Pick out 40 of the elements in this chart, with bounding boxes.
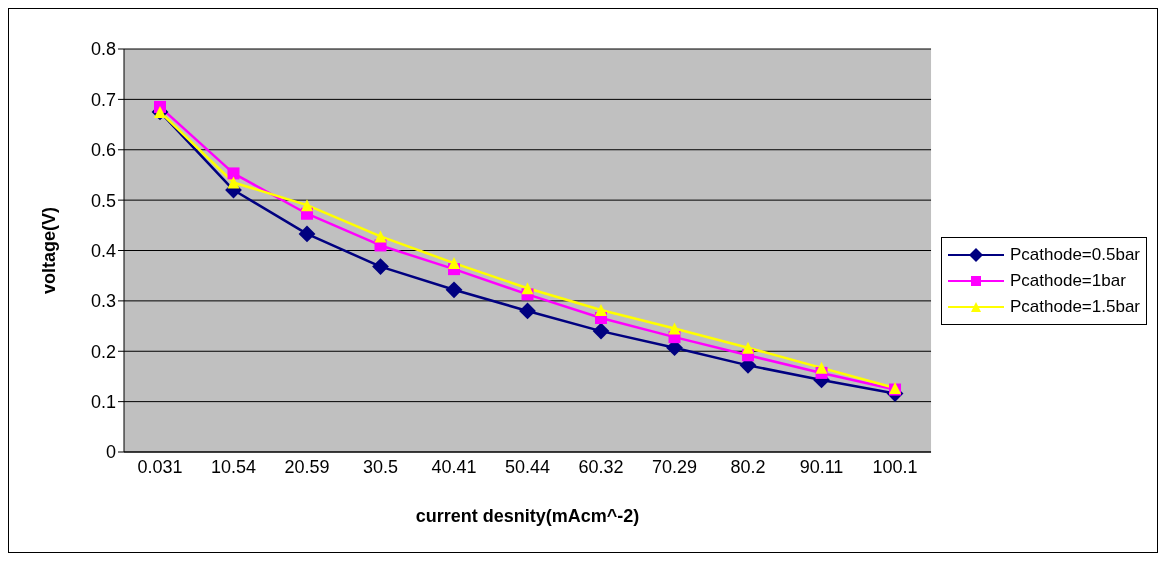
y-tick-label: 0.4 [90,240,116,261]
x-axis-title: current desnity(mAcm^-2) [415,506,640,526]
point [227,167,240,180]
y-axis-title: voltage(V) [39,206,60,295]
x-tick-label: 60.32 [578,456,624,477]
x-tick-label: 100.1 [872,456,918,477]
x-tick-label: 40.41 [431,456,477,477]
y-tick-label: 0.3 [90,291,116,312]
point [227,176,240,189]
y-tick-label: 0.8 [90,39,116,60]
point [815,361,828,374]
x-tick-label: 0.031 [137,456,183,477]
legend-label: Pcathode=1bar [1010,270,1126,291]
legend-label: Pcathode=0.5bar [1010,244,1140,265]
point [301,199,314,212]
x-tick-label: 90.11 [799,456,844,477]
point [592,322,610,340]
point [445,281,463,299]
point [668,322,681,335]
point [519,302,536,320]
y-tick-label: 0 [105,442,116,463]
point [742,341,755,354]
y-tick-label: 0.1 [90,392,116,413]
point [374,230,387,243]
point [595,303,608,316]
x-tick-label: 30.5 [362,456,399,477]
point [521,282,534,295]
x-tick-label: 20.59 [284,456,330,477]
y-tick-label: 0.5 [90,190,116,211]
y-tick-label: 0.7 [90,89,116,110]
y-tick-label: 0.2 [90,341,116,362]
legend-label: Pcathode=1.5bar [1010,296,1140,317]
x-tick-label: 50.44 [504,456,551,477]
point [372,258,389,276]
point [448,257,461,270]
point [298,225,316,243]
x-tick-label: 70.29 [652,456,698,477]
x-tick-label: 80.2 [730,456,766,477]
x-tick-label: 10.54 [210,456,257,477]
y-tick-label: 0.6 [90,140,116,161]
